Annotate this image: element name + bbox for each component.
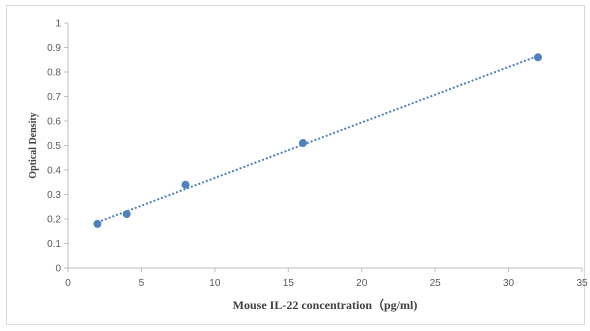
- x-tick-label: 15: [283, 278, 295, 289]
- y-tick-label: 0.9: [47, 43, 61, 54]
- x-tick-label: 35: [576, 278, 588, 289]
- x-tick-label: 10: [209, 278, 221, 289]
- y-tick-label: 0.5: [47, 141, 61, 152]
- y-tick-label: 0.3: [47, 190, 61, 201]
- y-tick-label: 0.6: [47, 117, 61, 128]
- data-point: [533, 53, 542, 62]
- x-axis-title: Mouse IL-22 concentration（pg/ml): [233, 297, 418, 312]
- y-tick-label: 0.8: [47, 68, 61, 79]
- y-tick-label: 0.4: [47, 166, 61, 177]
- chart-area: [6, 5, 585, 325]
- y-tick-label: 0.7: [47, 92, 61, 103]
- x-tick-label: 25: [430, 278, 442, 289]
- x-tick-label: 5: [139, 278, 145, 289]
- y-axis-title: Optical Density: [28, 112, 39, 178]
- x-tick-label: 30: [503, 278, 515, 289]
- y-tick-label: 0: [55, 264, 61, 275]
- trendline: [97, 54, 539, 224]
- y-tick-label: 1: [55, 19, 61, 30]
- data-point: [181, 180, 190, 189]
- x-tick-labels: 0 5 10 15 20 25 30 35: [65, 268, 588, 289]
- x-tick-label: 0: [65, 278, 71, 289]
- y-tick-labels: 0 0.1 0.2 0.3 0.4 0.5 0.6 0.7 0.8 0.9 1: [47, 19, 68, 275]
- data-point: [298, 139, 307, 148]
- y-tick-label: 0.1: [47, 239, 61, 250]
- data-points: [93, 53, 542, 228]
- data-point: [122, 210, 131, 219]
- y-tick-label: 0.2: [47, 215, 61, 226]
- x-tick-label: 20: [356, 278, 368, 289]
- data-point: [93, 219, 102, 228]
